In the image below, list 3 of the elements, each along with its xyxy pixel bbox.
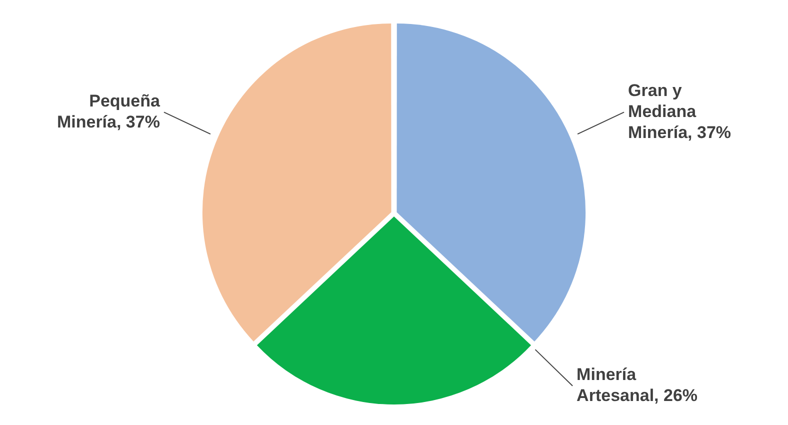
slice-label: Pequeña Minería, 37% [56,91,161,132]
slice-label: Gran y Mediana Minería, 37% [628,80,732,142]
slice-label: Minería Artesanal, 26% [576,365,698,406]
